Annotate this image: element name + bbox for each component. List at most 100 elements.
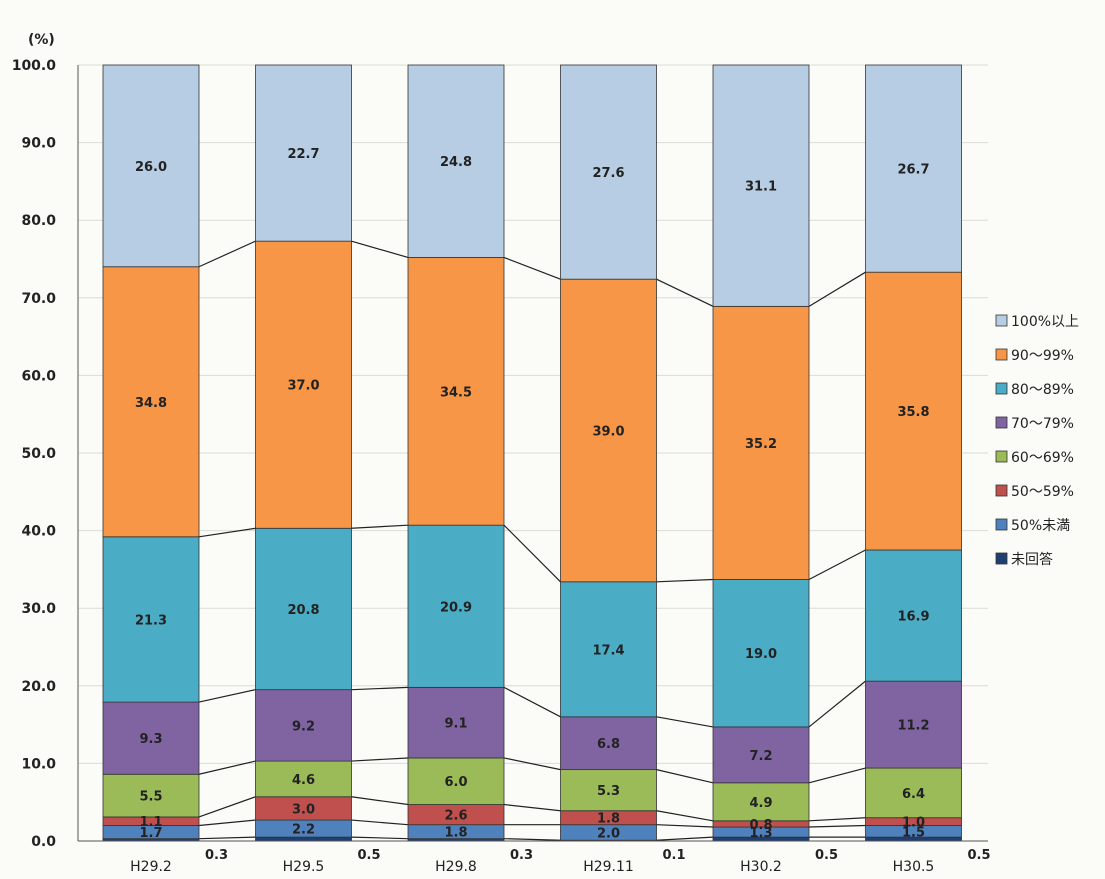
data-label: 1.7: [139, 826, 162, 841]
data-label: 0.1: [663, 848, 686, 863]
data-label: 39.0: [592, 424, 624, 439]
bar-segment: [407, 257, 505, 526]
data-label: 34.5: [440, 385, 472, 400]
legend-swatch: [995, 416, 1008, 429]
bar-segment: [102, 536, 200, 703]
connector-line: [351, 757, 409, 762]
legend: 100%以上 90～99% 80～89% 70～79% 60～69% 50～59% 50%未…: [995, 314, 1079, 568]
data-label: 31.1: [745, 180, 777, 195]
bar-segment: [865, 64, 962, 273]
connector-line: [351, 524, 409, 529]
bar-segment: [712, 579, 810, 728]
connector-lines: [198, 240, 866, 841]
legend-label: 60～69%: [1011, 450, 1074, 466]
connector-line: [503, 838, 561, 841]
connector-line: [656, 810, 714, 822]
y-tick-label: 60.0: [21, 368, 56, 384]
bar-segment: [865, 680, 962, 769]
legend-swatch: [995, 314, 1008, 327]
data-label: 4.6: [292, 773, 315, 788]
data-label: 0.8: [749, 818, 772, 833]
data-label: 1.5: [902, 825, 925, 840]
data-label: 2.2: [292, 823, 315, 838]
x-axis: H29.2 H29.5 H29.8 H29.11 H30.2 H30.5: [78, 840, 988, 875]
connector-line: [656, 278, 714, 307]
bar-segment: [560, 581, 657, 718]
legend-label: 100%以上: [1011, 314, 1079, 330]
connector-line: [503, 803, 561, 812]
data-label: 5.5: [139, 790, 162, 805]
x-tick-label: H29.8: [435, 859, 477, 875]
data-label: 21.3: [135, 613, 167, 628]
data-label: 0.3: [510, 848, 533, 863]
legend-label: 50%未満: [1011, 518, 1070, 534]
legend-swatch: [995, 552, 1008, 565]
y-axis: 0.0 10.0 20.0 30.0 40.0 50.0 60.0 70.0 80.0 90.0 1…: [12, 58, 79, 850]
connector-line: [808, 824, 866, 828]
bar-segment: [102, 701, 200, 775]
y-tick-label: 30.0: [21, 601, 56, 617]
legend-swatch: [995, 518, 1008, 531]
data-label: 0.5: [815, 848, 838, 863]
data-labels: 0.3 1.71.1 5.5 9.3 21.3 34.8 26.0 0.5 2.2 3.0 4.6 9…: [135, 147, 991, 863]
data-label: 20.8: [287, 603, 319, 618]
bar-segment: [255, 527, 352, 691]
x-tick-label: H30.2: [740, 859, 782, 875]
data-label: 35.2: [745, 437, 777, 452]
legend-label: 80～89%: [1011, 382, 1074, 398]
bar-segment: [407, 64, 505, 258]
connector-line: [503, 757, 561, 771]
bar-segment: [712, 305, 810, 580]
connector-line: [198, 836, 256, 840]
legend-label: 90～99%: [1011, 348, 1074, 364]
gridlines: [78, 64, 988, 842]
legend-swatch: [995, 450, 1008, 463]
connector-line: [656, 716, 714, 728]
data-label: 26.0: [135, 160, 167, 175]
bar-segment: [102, 64, 200, 268]
y-tick-label: 40.0: [21, 524, 56, 540]
connector-line: [351, 819, 409, 826]
x-tick-label: H29.2: [130, 859, 172, 875]
legend-swatch: [995, 484, 1008, 497]
y-tick-label: 50.0: [21, 446, 56, 462]
connector-line: [198, 689, 256, 703]
data-label: 9.3: [139, 732, 162, 747]
bar-segment: [560, 769, 657, 812]
legend-label: 未回答: [1011, 551, 1053, 568]
data-label: 0.5: [358, 848, 381, 863]
connector-line: [503, 524, 561, 583]
data-label: 6.8: [597, 737, 620, 752]
connector-line: [808, 549, 866, 581]
connector-line: [503, 686, 561, 718]
data-label: 7.2: [749, 749, 772, 764]
connector-line: [351, 686, 409, 691]
data-label: 9.1: [444, 717, 467, 732]
data-label: 6.0: [444, 775, 467, 790]
data-label: 3.0: [292, 802, 315, 817]
bar-segment: [407, 757, 505, 805]
connector-line: [808, 817, 866, 822]
connector-line: [198, 527, 256, 538]
connector-line: [198, 819, 256, 827]
connector-line: [656, 578, 714, 583]
data-label: 1.8: [597, 812, 620, 827]
data-label: 1.0: [902, 816, 925, 831]
data-label: 11.2: [897, 719, 929, 734]
y-tick-label: 70.0: [21, 291, 56, 307]
data-label: 17.4: [592, 643, 624, 658]
legend-swatch: [995, 382, 1008, 395]
connector-line: [656, 836, 714, 841]
connector-line: [808, 271, 866, 307]
data-label: 1.3: [749, 826, 772, 841]
data-label: 1.8: [444, 826, 467, 841]
data-label: 2.6: [444, 809, 467, 824]
legend-label: 70～79%: [1011, 416, 1074, 432]
data-label: 34.8: [135, 396, 167, 411]
bar-segment: [712, 726, 810, 784]
bar-segment: [255, 760, 352, 798]
data-label: 20.9: [440, 600, 472, 615]
data-label: 0.5: [968, 848, 991, 863]
bar-segment: [712, 64, 810, 307]
